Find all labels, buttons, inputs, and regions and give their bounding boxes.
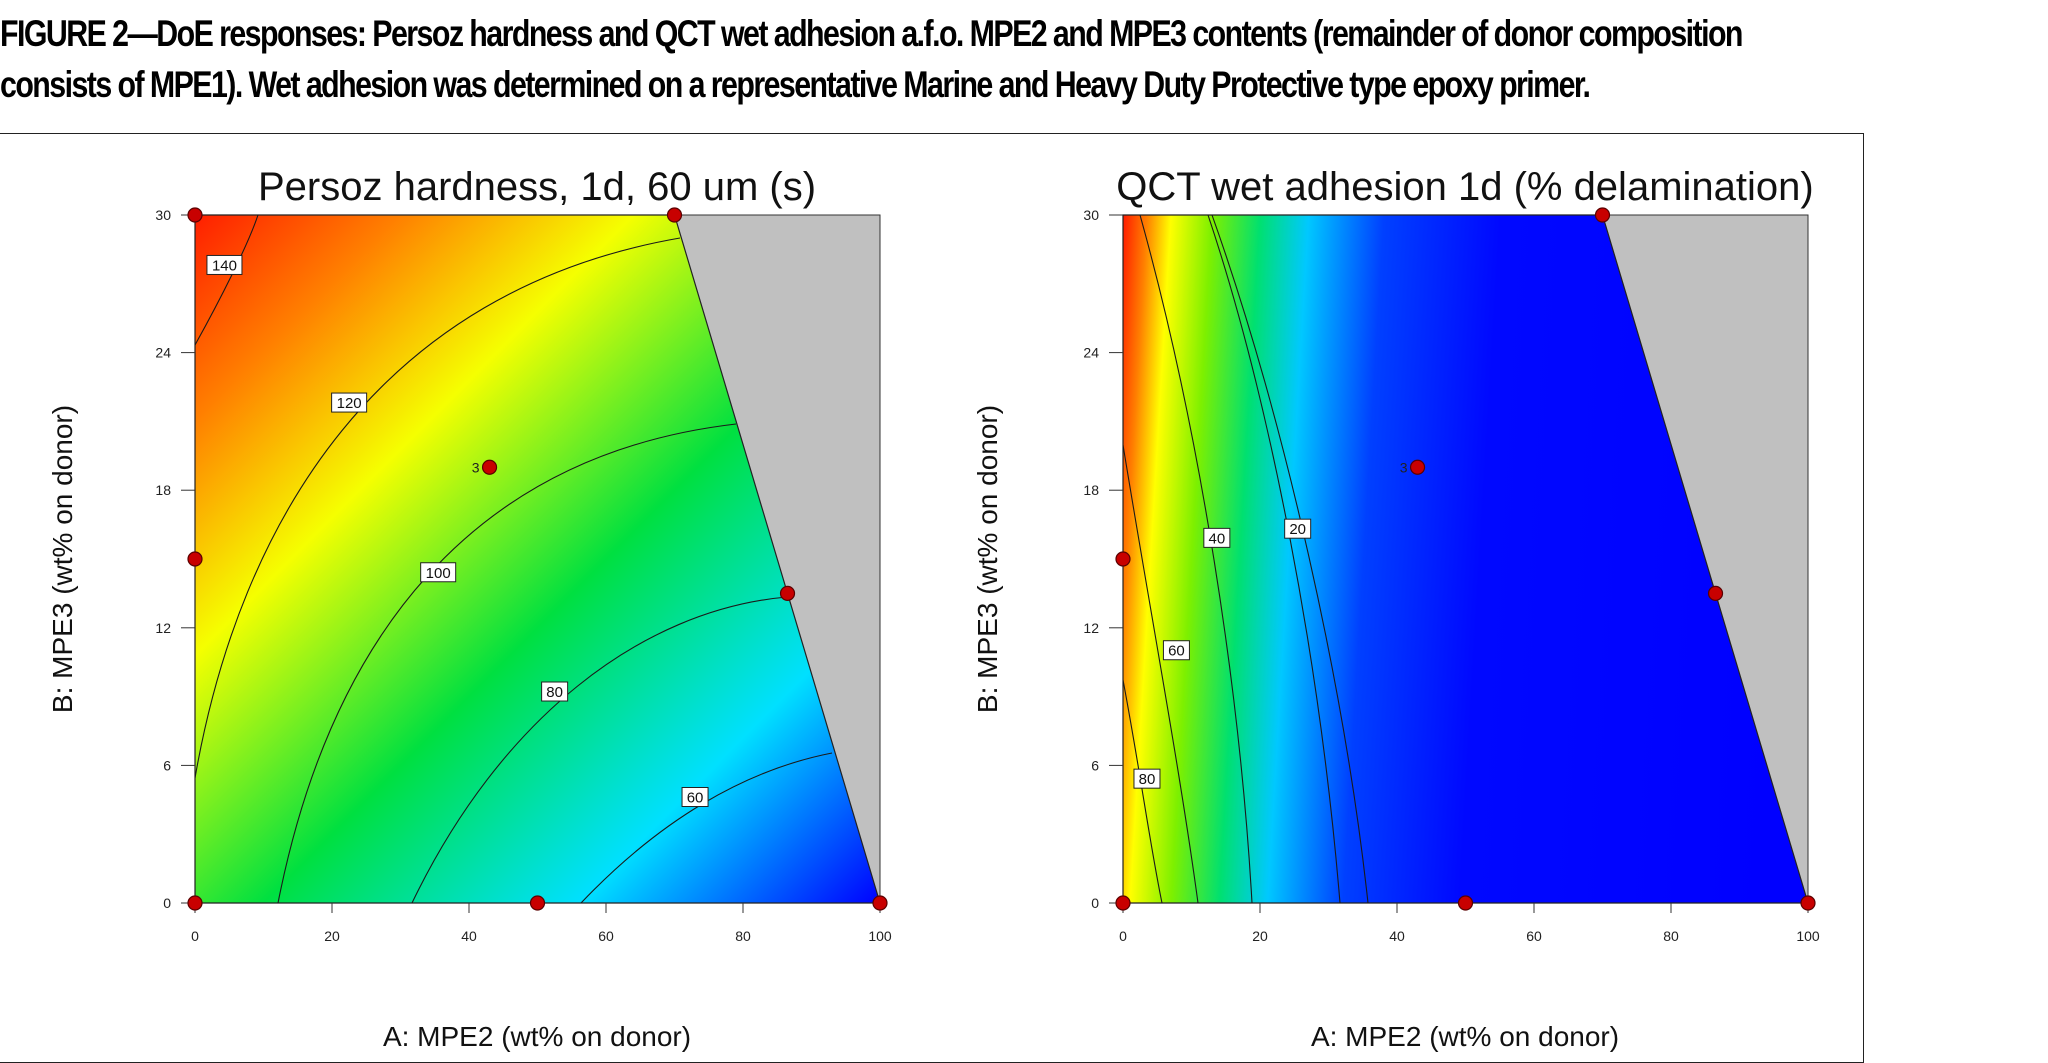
contour-label: 100: [426, 565, 451, 582]
design-point: [1115, 895, 1131, 911]
contour-label-box: [331, 392, 368, 413]
x-tick-label: 100: [868, 928, 892, 944]
x-tick-label: 40: [461, 928, 477, 944]
x-tick-label: 100: [1796, 928, 1820, 944]
hardness-panel: 0 20 40 60 80 100 0 6 12 18 24 30 140 120 100 80 60 3 Pers…: [47, 165, 892, 1052]
contour-line: [411, 596, 788, 903]
contour-label: 120: [337, 395, 362, 412]
y-tick-label: 18: [155, 482, 171, 498]
x-tick-label: 60: [598, 928, 614, 944]
y-tick-label: 0: [163, 895, 171, 911]
contour-label: 140: [212, 257, 237, 274]
design-point: [187, 895, 203, 911]
chart-title: Persoz hardness, 1d, 60 um (s): [258, 165, 816, 209]
contour-label: 40: [1209, 530, 1226, 547]
x-axis-label: A: MPE2 (wt% on donor): [383, 1021, 691, 1052]
design-point: [529, 895, 546, 911]
x-tick-label: 60: [1526, 928, 1542, 944]
y-tick-label: 24: [155, 345, 171, 361]
design-point: [1409, 459, 1426, 475]
response-surface: [195, 215, 880, 903]
x-axis-label: A: MPE2 (wt% on donor): [1311, 1021, 1619, 1052]
y-tick-label: 0: [1091, 895, 1099, 911]
figure-caption: FIGURE 2—DoE responses: Persoz hardness …: [0, 8, 1743, 110]
contour-label-box: [420, 562, 457, 583]
y-tick-label: 30: [155, 207, 171, 223]
y-tick-label: 18: [1083, 482, 1099, 498]
x-tick-label: 20: [1252, 928, 1268, 944]
x-tick-label: 80: [1663, 928, 1679, 944]
response-surface: [1123, 215, 1808, 903]
contour-label: 60: [687, 790, 704, 807]
y-tick-label: 24: [1083, 345, 1099, 361]
caption-line-2: consists of MPE1). Wet adhesion was dete…: [0, 64, 1591, 105]
chart-title: QCT wet adhesion 1d (% delamination): [1116, 165, 1813, 209]
contour-label: 20: [1289, 521, 1306, 538]
contour-label-box: [1203, 527, 1231, 548]
design-point: [1800, 895, 1816, 911]
design-point: [1115, 551, 1131, 567]
contour-label-box: [1162, 640, 1190, 661]
x-tick-label: 80: [735, 928, 751, 944]
contour-label-box: [1284, 518, 1312, 539]
contour-label-box: [541, 681, 569, 702]
y-tick-label: 6: [1091, 757, 1099, 773]
x-tick-label: 20: [324, 928, 340, 944]
contour-label-box: [206, 254, 243, 275]
y-tick-label: 30: [1083, 207, 1099, 223]
design-point: [872, 895, 888, 911]
y-tick-label: 6: [163, 757, 171, 773]
design-point: [481, 459, 498, 475]
caption-line-1: FIGURE 2—DoE responses: Persoz hardness …: [0, 13, 1743, 54]
contour-label-box: [681, 787, 709, 808]
contour-line: [1139, 215, 1253, 903]
design-point: [1457, 895, 1474, 911]
design-point-label: 3: [472, 459, 480, 475]
design-point: [666, 207, 683, 223]
design-point: [1594, 207, 1611, 223]
y-axis-label: B: MPE3 (wt% on donor): [47, 405, 78, 713]
y-axis-label: B: MPE3 (wt% on donor): [972, 405, 1003, 713]
y-tick-label: 12: [1083, 620, 1099, 636]
design-point: [779, 585, 796, 602]
contour-label-box: [1133, 768, 1161, 789]
contour-line: [1211, 215, 1369, 903]
contour-label: 80: [546, 684, 563, 701]
design-point-label: 3: [1400, 459, 1408, 475]
contour-line: [1123, 679, 1163, 903]
design-point: [187, 551, 203, 567]
x-tick-label: 0: [191, 928, 199, 944]
contour-label: 80: [1139, 771, 1156, 788]
contour-line: [195, 237, 681, 779]
y-tick-label: 12: [155, 620, 171, 636]
x-tick-label: 40: [1389, 928, 1405, 944]
contour-line: [1123, 444, 1199, 903]
design-point: [187, 207, 203, 223]
x-tick-label: 0: [1119, 928, 1127, 944]
design-point: [1707, 585, 1724, 602]
contour-label: 60: [1168, 643, 1185, 660]
wet-adhesion-panel: 0 20 40 60 80 100 0 6 12 18 24 30 80 60 40 20 3 QCT wet a…: [972, 165, 1820, 1052]
